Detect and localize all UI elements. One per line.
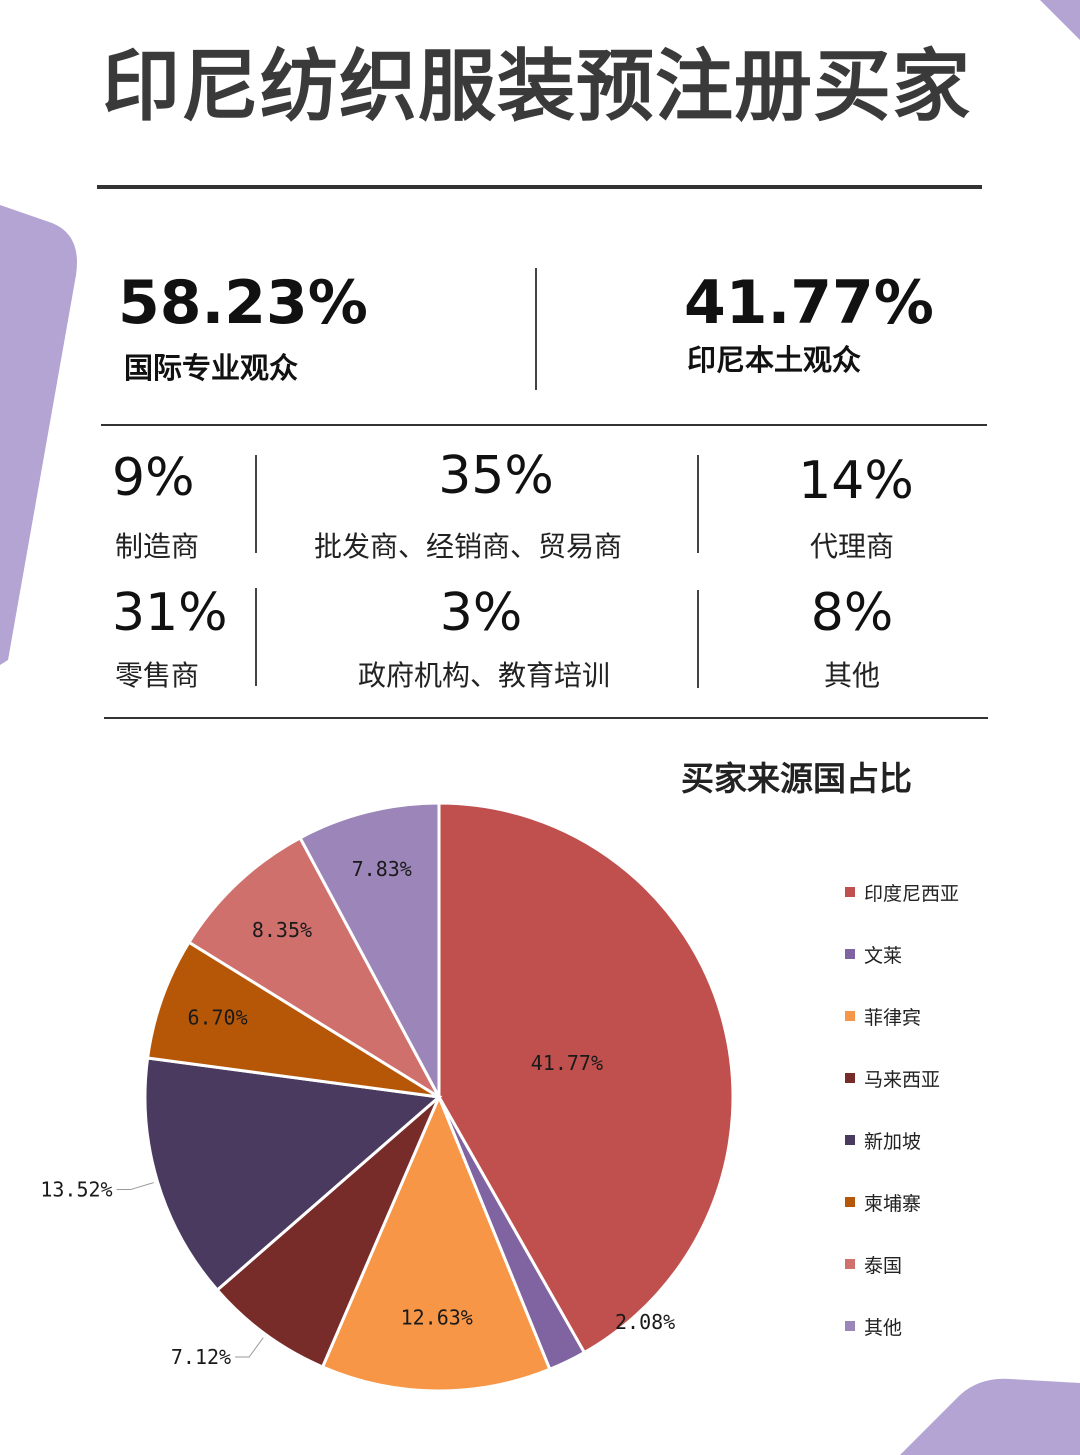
stats-divider-right-bottom [697, 590, 699, 688]
other-category-percent: 8% [810, 583, 894, 643]
retailer-percent: 31% [112, 583, 228, 643]
international-audience-percent: 58.23% [118, 268, 368, 338]
agent-label: 代理商 [809, 530, 895, 563]
pie-slice-4 [215, 1095, 441, 1369]
legend-item: 柬埔寨 [845, 1190, 922, 1215]
legend-swatch [845, 1135, 855, 1145]
other-category-label: 其他 [823, 659, 881, 692]
local-audience-label: 印尼本土观众 [687, 343, 862, 377]
wholesaler-percent: 35% [438, 446, 554, 506]
legend-swatch [845, 887, 855, 897]
stats-bottom-divider [104, 717, 988, 719]
legend-item: 马来西亚 [845, 1066, 941, 1091]
pie-data-label-6: 6.70% [187, 1006, 247, 1030]
stats-top-divider [101, 424, 987, 426]
legend-item: 文莱 [845, 942, 903, 967]
pie-slice-7 [186, 835, 443, 1102]
international-audience-label: 国际专业观众 [124, 351, 299, 385]
chart-title: 买家来源国占比 [681, 759, 912, 798]
legend-swatch [845, 1011, 855, 1021]
legend-swatch [845, 1321, 855, 1331]
pie-leader-line-5 [116, 1182, 154, 1191]
pie-slice-6 [145, 940, 440, 1099]
legend-swatch [845, 1073, 855, 1083]
legend-item: 其他 [845, 1314, 903, 1339]
legend-label: 印度尼西亚 [864, 882, 960, 905]
government-education-percent: 3% [439, 583, 523, 643]
pie-slice-5 [143, 1056, 443, 1293]
pie-data-label-1: 41.77% [531, 1051, 603, 1075]
agent-percent: 14% [798, 451, 914, 511]
pie-data-label-2: 2.08% [615, 1310, 675, 1334]
legend-label: 文莱 [864, 944, 903, 967]
legend-label: 其他 [864, 1316, 903, 1339]
legend-label: 菲律宾 [864, 1006, 922, 1029]
manufacturer-label: 制造商 [115, 530, 200, 563]
pie-chart: 41.77% 2.08% 12.63% 7.12% 13.52% 6.70% 8.35% 7.… [40, 801, 735, 1393]
pie-slice-8 [298, 801, 441, 1098]
legend-item: 泰国 [845, 1252, 903, 1277]
pie-slice-3 [320, 1093, 552, 1393]
pie-data-label-7: 8.35% [252, 918, 312, 942]
legend-label: 泰国 [864, 1254, 903, 1277]
audience-divider [535, 268, 537, 390]
legend-swatch [845, 949, 855, 959]
left-edge-decoration [0, 205, 77, 665]
pie-data-label-3: 12.63% [401, 1305, 473, 1329]
top-right-corner-decoration [1040, 0, 1080, 40]
legend-item: 印度尼西亚 [845, 880, 960, 905]
legend-label: 马来西亚 [864, 1068, 941, 1091]
legend-swatch [845, 1197, 855, 1207]
pie-leader-line-4 [235, 1337, 264, 1358]
retailer-label: 零售商 [115, 659, 200, 692]
stats-divider-left-top [255, 455, 257, 553]
legend-item: 菲律宾 [845, 1004, 922, 1029]
bottom-right-corner-decoration [900, 1378, 1080, 1455]
pie-data-label-5: 13.52% [40, 1178, 112, 1202]
pie-data-label-8: 7.83% [352, 857, 412, 881]
page-title: 印尼纺织服装预注册买家 [102, 42, 972, 132]
manufacturer-percent: 9% [112, 448, 195, 508]
local-audience-percent: 41.77% [684, 268, 934, 338]
stats-divider-left-bottom [255, 588, 257, 686]
stats-divider-right-top [697, 455, 699, 553]
pie-slice-1 [437, 801, 735, 1355]
pie-data-label-4: 7.12% [171, 1345, 231, 1369]
legend-label: 柬埔寨 [864, 1192, 922, 1215]
wholesaler-label: 批发商、经销商、贸易商 [313, 530, 623, 563]
legend-swatch [845, 1259, 855, 1269]
government-education-label: 政府机构、教育培训 [357, 659, 611, 692]
title-divider [97, 185, 982, 189]
legend-item: 新加坡 [845, 1128, 922, 1153]
legend-label: 新加坡 [864, 1130, 922, 1153]
